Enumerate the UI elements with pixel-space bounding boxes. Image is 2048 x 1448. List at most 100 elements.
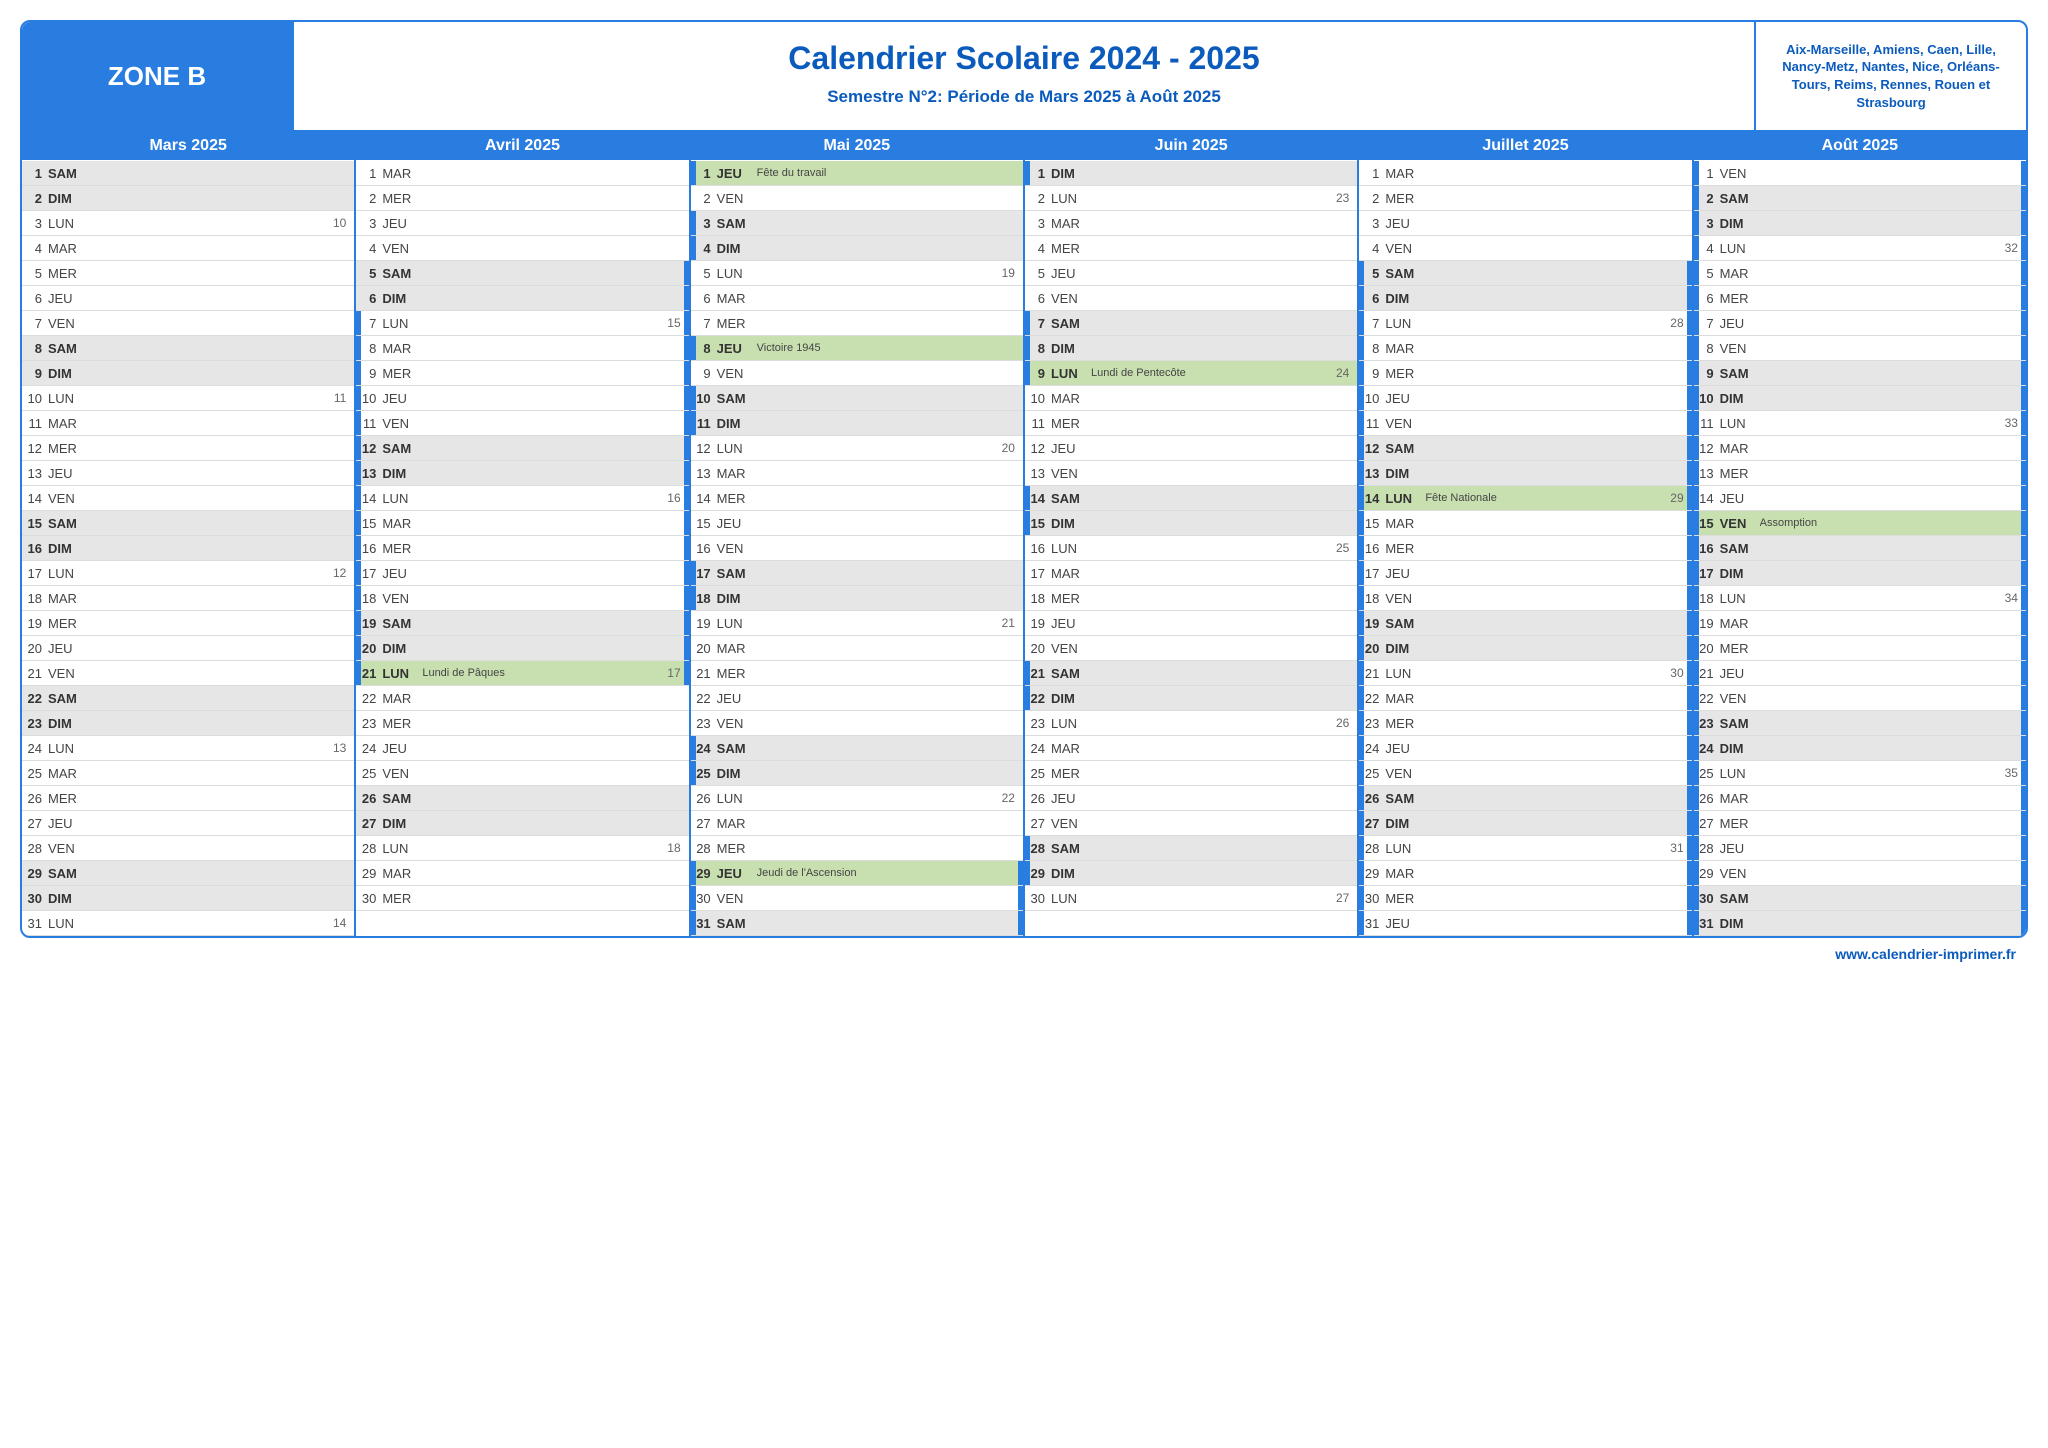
day-row: 4MER xyxy=(1025,236,1357,261)
vacation-marker-right xyxy=(684,386,689,410)
day-name: MER xyxy=(382,716,422,731)
day-row: 13DIM xyxy=(1359,461,1691,486)
day-row: 9MER xyxy=(356,361,688,386)
vacation-marker-right xyxy=(684,586,689,610)
day-name: SAM xyxy=(1720,191,1760,206)
vacation-marker-left xyxy=(356,361,361,385)
day-name: LUN xyxy=(1051,716,1091,731)
day-name: MER xyxy=(48,441,88,456)
day-name: JEU xyxy=(1720,666,1760,681)
day-name: VEN xyxy=(382,591,422,606)
vacation-marker-left xyxy=(1359,636,1364,660)
day-number: 5 xyxy=(22,266,48,281)
week-number: 20 xyxy=(993,441,1019,455)
vacation-marker-right xyxy=(684,661,689,685)
month-column: Mai 20251JEUFête du travail2VEN3SAM4DIM5… xyxy=(691,132,1025,936)
day-name: MER xyxy=(1385,891,1425,906)
day-name: VEN xyxy=(1051,816,1091,831)
day-row: 20MER xyxy=(1694,636,2026,661)
vacation-marker-left xyxy=(1694,736,1699,760)
day-name: DIM xyxy=(1720,916,1760,931)
day-row: 19SAM xyxy=(1359,611,1691,636)
day-row: 27MAR xyxy=(691,811,1023,836)
day-row: 4MAR xyxy=(22,236,354,261)
day-row: 2DIM xyxy=(22,186,354,211)
day-number: 28 xyxy=(356,841,382,856)
day-name: MER xyxy=(1051,766,1091,781)
day-number: 16 xyxy=(691,541,717,556)
day-row: 6VEN xyxy=(1025,286,1357,311)
day-name: JEU xyxy=(717,516,757,531)
day-name: DIM xyxy=(717,241,757,256)
vacation-marker-right xyxy=(1687,761,1692,785)
vacation-marker-left xyxy=(691,561,696,585)
day-number: 10 xyxy=(1025,391,1051,406)
vacation-marker-right xyxy=(1687,811,1692,835)
day-row: 4DIM xyxy=(691,236,1023,261)
day-name: SAM xyxy=(1720,891,1760,906)
vacation-marker-right xyxy=(1687,436,1692,460)
week-number: 16 xyxy=(659,491,685,505)
day-number: 3 xyxy=(356,216,382,231)
vacation-marker-right xyxy=(684,636,689,660)
day-name: LUN xyxy=(1051,191,1091,206)
day-row: 11DIM xyxy=(691,411,1023,436)
month-column: Avril 20251MAR2MER3JEU4VEN5SAM6DIM7LUN15… xyxy=(356,132,690,936)
day-row: 3LUN10 xyxy=(22,211,354,236)
vacation-marker-right xyxy=(1687,861,1692,885)
day-name: DIM xyxy=(1385,641,1425,656)
day-name: MAR xyxy=(48,241,88,256)
vacation-marker-left xyxy=(1694,886,1699,910)
vacation-marker-right xyxy=(2021,486,2026,510)
day-row: 23MER xyxy=(1359,711,1691,736)
vacation-marker-right xyxy=(1687,636,1692,660)
day-name: SAM xyxy=(717,566,757,581)
day-number: 4 xyxy=(1025,241,1051,256)
day-row: 9MER xyxy=(1359,361,1691,386)
vacation-marker-left xyxy=(1359,761,1364,785)
vacation-marker-right xyxy=(684,536,689,560)
day-row: 12SAM xyxy=(1359,436,1691,461)
vacation-marker-left xyxy=(1359,311,1364,335)
day-row: 22SAM xyxy=(22,686,354,711)
vacation-marker-right xyxy=(2021,736,2026,760)
day-name: LUN xyxy=(1385,316,1425,331)
vacation-marker-left xyxy=(1025,311,1030,335)
day-row: 30DIM xyxy=(22,886,354,911)
day-row: 5LUN19 xyxy=(691,261,1023,286)
week-number: 17 xyxy=(659,666,685,680)
day-name: MAR xyxy=(1720,791,1760,806)
day-row: 24MAR xyxy=(1025,736,1357,761)
day-number: 1 xyxy=(356,166,382,181)
day-name: DIM xyxy=(382,466,422,481)
day-name: DIM xyxy=(382,291,422,306)
day-name: LUN xyxy=(48,566,88,581)
day-number: 3 xyxy=(1025,216,1051,231)
day-name: DIM xyxy=(1051,866,1091,881)
vacation-marker-left xyxy=(1359,536,1364,560)
day-name: VEN xyxy=(1051,466,1091,481)
day-name: MER xyxy=(1051,241,1091,256)
day-name: JEU xyxy=(48,466,88,481)
day-name: SAM xyxy=(48,341,88,356)
day-name: DIM xyxy=(48,716,88,731)
day-row: 7VEN xyxy=(22,311,354,336)
day-row: 24JEU xyxy=(1359,736,1691,761)
month-header: Avril 2025 xyxy=(356,132,688,161)
day-row: 1SAM xyxy=(22,161,354,186)
vacation-marker-left xyxy=(356,311,361,335)
day-row: 2MER xyxy=(356,186,688,211)
day-number: 31 xyxy=(22,916,48,931)
day-name: JEU xyxy=(1720,316,1760,331)
day-name: JEU xyxy=(717,341,757,356)
day-row: 3JEU xyxy=(1359,211,1691,236)
vacation-marker-right xyxy=(2021,211,2026,235)
day-name: MAR xyxy=(382,516,422,531)
day-row: 25MER xyxy=(1025,761,1357,786)
day-name: SAM xyxy=(382,441,422,456)
day-row: 28SAM xyxy=(1025,836,1357,861)
week-number: 12 xyxy=(324,566,350,580)
day-name: LUN xyxy=(1720,241,1760,256)
vacation-marker-left xyxy=(1694,661,1699,685)
day-number: 27 xyxy=(691,816,717,831)
